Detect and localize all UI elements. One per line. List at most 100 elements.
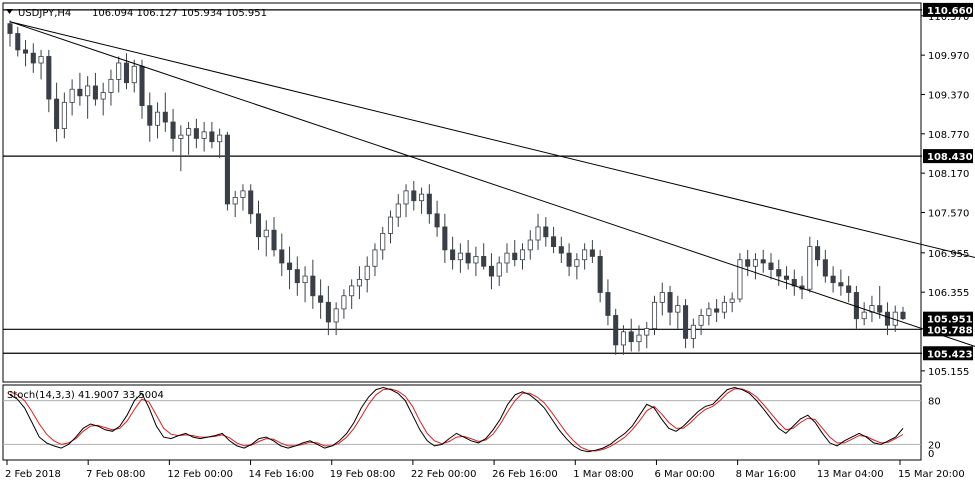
candle-body[interactable] [620,331,626,346]
candle-body[interactable] [729,298,735,303]
candle-body[interactable] [349,285,355,297]
candle-body[interactable] [248,190,254,215]
candle-body[interactable] [488,265,494,277]
candle-body[interactable] [294,269,300,284]
candle-body[interactable] [209,131,215,143]
candle-body[interactable] [232,197,238,205]
candle-body[interactable] [815,246,821,261]
candle-body[interactable] [543,226,549,238]
candle-body[interactable] [395,203,401,218]
candle-body[interactable] [760,259,766,264]
candle-body[interactable] [519,249,526,261]
candle-body[interactable] [830,275,836,284]
candle-body[interactable] [15,33,21,51]
candle-body[interactable] [325,301,331,323]
candle-body[interactable] [61,101,67,129]
candle-body[interactable] [558,246,564,254]
candle-body[interactable] [504,252,510,264]
candle-body[interactable] [877,305,883,313]
candle-body[interactable] [846,285,852,293]
candle-body[interactable] [255,213,262,238]
candle-body[interactable] [481,256,487,267]
candle-body[interactable] [186,128,192,136]
candle-body[interactable] [675,305,681,313]
candle-body[interactable] [884,311,891,326]
candle-body[interactable] [690,324,696,339]
candle-body[interactable] [442,226,448,251]
candle-body[interactable] [551,236,557,247]
candle-body[interactable] [465,252,471,264]
candle-body[interactable] [714,308,720,313]
candle-body[interactable] [279,249,285,264]
candle-body[interactable] [170,121,176,139]
candle-body[interactable] [473,256,479,264]
candle-body[interactable] [419,193,425,202]
candle-body[interactable] [380,233,386,251]
candle-body[interactable] [566,252,572,267]
candle-body[interactable] [193,128,199,139]
candle-body[interactable] [364,265,370,280]
trendline-upper[interactable] [9,21,975,326]
candle-body[interactable] [651,301,658,329]
candle-body[interactable] [535,226,541,241]
candle-body[interactable] [752,259,758,267]
candle-body[interactable] [434,213,440,228]
candle-body[interactable] [155,111,161,126]
candle-body[interactable] [302,275,308,284]
candle-body[interactable] [147,105,153,126]
candle-body[interactable] [201,131,207,139]
candle-body[interactable] [776,269,782,277]
collapse-triangle-icon[interactable] [6,9,13,14]
candle-body[interactable] [822,259,828,277]
candle-body[interactable] [30,52,36,64]
candle-body[interactable] [582,249,588,261]
candle-body[interactable] [706,308,712,316]
candle-body[interactable] [85,85,91,97]
candle-body[interactable] [123,62,130,84]
candle-body[interactable] [807,246,813,290]
candle-body[interactable] [46,56,52,100]
price-panel-frame[interactable] [2,2,922,383]
candle-body[interactable] [287,262,293,270]
candle-body[interactable] [224,134,230,205]
candle-body[interactable] [131,65,137,84]
candle-body[interactable] [667,292,673,313]
candle-body[interactable] [333,308,339,323]
candle-body[interactable] [426,193,432,215]
candle-body[interactable] [698,315,704,326]
candle-body[interactable] [737,259,743,300]
candle-body[interactable] [644,328,650,336]
candle-body[interactable] [745,259,751,267]
candle-body[interactable] [411,190,417,202]
candle-body[interactable] [271,229,277,251]
candle-body[interactable] [900,311,906,320]
candle-body[interactable] [22,49,29,54]
candle-body[interactable] [77,88,83,97]
candle-body[interactable] [92,85,98,100]
candle-body[interactable] [450,249,456,261]
candle-body[interactable] [372,249,378,267]
candle-body[interactable] [721,301,727,313]
candle-body[interactable] [217,134,223,143]
candle-body[interactable] [116,62,122,80]
candle-body[interactable] [605,292,611,316]
candle-body[interactable] [7,23,13,34]
candle-body[interactable] [240,190,246,198]
candle-body[interactable] [683,305,689,339]
candle-body[interactable] [838,282,844,287]
candle-body[interactable] [139,65,145,107]
candle-body[interactable] [496,262,502,277]
candle-body[interactable] [659,292,665,303]
candle-body[interactable] [356,278,362,287]
candle-body[interactable] [108,79,114,93]
trendline-lower[interactable] [9,21,975,380]
candle-body[interactable] [589,249,595,257]
candle-body[interactable] [861,311,867,320]
candle-body[interactable] [597,256,603,293]
candle-body[interactable] [178,134,184,139]
candle-body[interactable] [38,56,44,64]
candle-body[interactable] [783,275,790,280]
candle-body[interactable] [512,252,518,261]
candle-body[interactable] [527,239,533,251]
candle-body[interactable] [387,216,394,234]
